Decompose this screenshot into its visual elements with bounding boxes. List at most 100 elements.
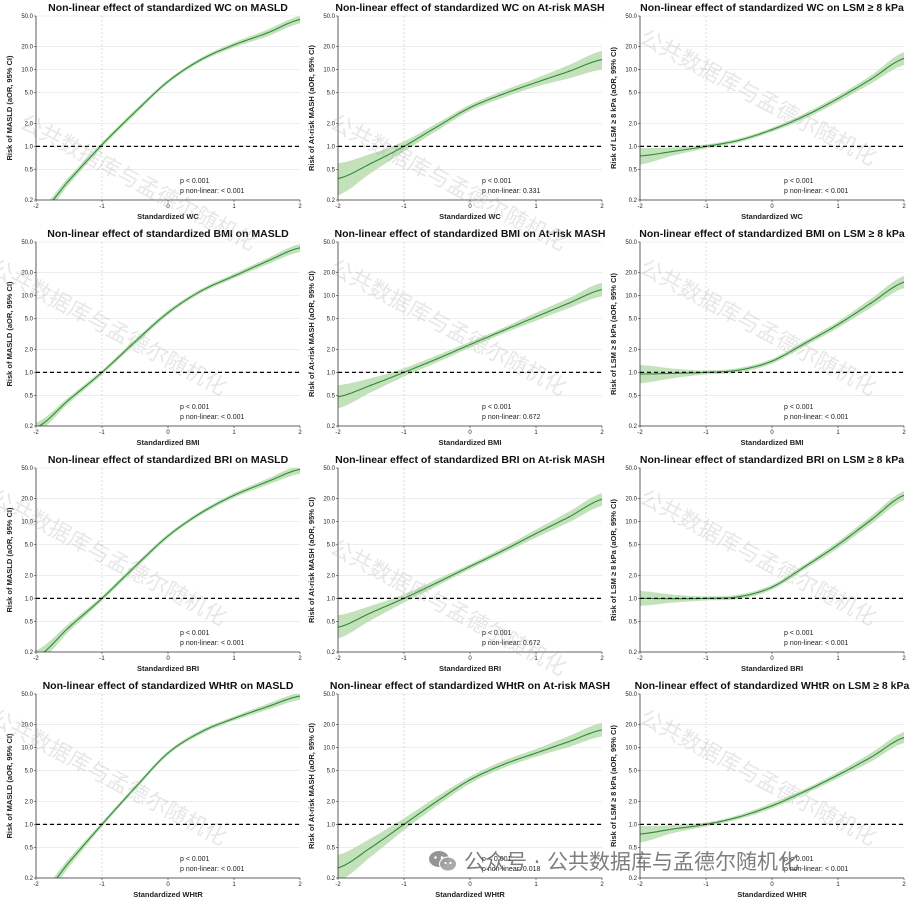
data-point [266,481,268,483]
data-point [535,81,537,84]
chart-panel: 0.2 0.5 1.0 2.0 5.0 10.0 20.0 50.0 -2 -1 0 1 2 Non-li… [302,452,606,677]
p-nonlinear-label: p non-linear: < 0.001 [784,866,849,873]
y-tick-label: 2.0 [629,121,638,127]
x-tick-label: -1 [401,430,407,436]
y-tick-label: 1.0 [629,822,638,828]
y-tick-label: 10.0 [323,294,335,300]
y-tick-label: 20.0 [625,271,637,277]
y-tick-label: 5.0 [327,769,336,775]
x-tick-label: 2 [600,430,604,436]
chart-title: Non-linear effect of standardized BRI on… [640,454,904,466]
chart-svg: 0.2 0.5 1.0 2.0 5.0 10.0 20.0 50.0 -2 -1 0 1 2 Non-li… [307,680,610,899]
y-tick-label: 2.0 [629,573,638,579]
data-point [266,32,268,34]
chart-svg: 0.2 0.5 1.0 2.0 5.0 10.0 20.0 50.0 -2 -1 0 1 2 Non-li… [5,680,302,899]
p-overall-label: p < 0.001 [180,178,209,185]
p-overall-label: p < 0.001 [180,404,209,411]
data-point [535,752,537,754]
y-tick-label: 50.0 [625,692,637,698]
y-tick-label: 1.0 [629,370,638,376]
data-point [601,59,602,61]
y-axis-label: Risk of MASLD (aOR, 95% CI) [5,507,14,613]
data-point [837,97,839,100]
y-axis-label: Risk of MASLD (aOR, 95% CI) [5,733,14,839]
y-tick-label: 0.5 [25,619,34,625]
x-tick-label: 1 [232,656,236,662]
y-tick-label: 0.2 [25,650,34,656]
confidence-band [49,16,300,200]
y-tick-label: 5.0 [327,317,336,323]
data-point [436,582,438,584]
p-overall-label: p < 0.001 [180,630,209,637]
chart-title: Non-linear effect of standardized BMI on… [47,228,289,240]
x-tick-label: 0 [166,656,170,662]
p-overall-label: p < 0.001 [482,178,511,185]
data-point [167,312,169,314]
data-point [804,342,806,344]
data-point [771,805,773,807]
data-point [837,544,839,546]
spline-line [52,18,300,200]
x-tick-label: -2 [637,204,643,210]
data-point [601,498,602,500]
y-tick-label: 50.0 [625,240,637,246]
y-tick-label: 50.0 [323,466,335,472]
y-tick-label: 0.2 [629,424,638,430]
data-point [68,861,70,863]
y-tick-label: 50.0 [323,14,335,20]
y-axis-label: Risk of LSM ≥ 8 kPa (aOR, 95% CI) [609,498,618,621]
data-point [167,752,169,754]
x-tick-label: -1 [703,430,709,436]
data-point [299,695,300,697]
y-tick-label: 20.0 [323,497,335,503]
x-axis-label: Standardized WHtR [435,890,505,899]
y-tick-label: 1.0 [25,370,34,376]
data-point [771,360,773,362]
y-tick-label: 5.0 [629,317,638,323]
p-nonlinear-label: p non-linear: 0.018 [482,866,540,873]
p-nonlinear-label: p non-linear: < 0.001 [180,640,245,647]
x-tick-label: -2 [33,656,39,662]
data-point [68,399,70,401]
data-point [68,179,70,182]
p-overall-label: p < 0.001 [784,178,813,185]
p-overall-label: p < 0.001 [482,630,511,637]
data-point [804,790,806,792]
data-point [266,260,268,262]
x-tick-label: 0 [468,882,472,888]
data-point [469,779,471,781]
chart-svg: 0.2 0.5 1.0 2.0 5.0 10.0 20.0 50.0 -2 -1 0 1 2 Non-li… [609,2,906,221]
x-tick-label: 1 [232,882,236,888]
y-tick-label: 0.2 [25,424,34,430]
y-tick-label: 1.0 [327,144,336,150]
x-tick-label: 1 [534,430,538,436]
p-overall-label: p < 0.001 [482,856,511,863]
confidence-band [640,52,904,165]
y-tick-label: 2.0 [327,347,336,353]
y-tick-label: 0.5 [327,619,336,625]
x-tick-label: -1 [401,656,407,662]
y-tick-label: 5.0 [327,543,336,549]
y-tick-label: 0.2 [327,198,336,204]
y-axis-label: Risk of At-risk MASH (aOR, 95% CI) [307,271,316,397]
y-tick-label: 0.2 [327,650,336,656]
x-tick-label: 2 [600,204,604,210]
x-tick-label: 1 [232,204,236,210]
p-nonlinear-label: p non-linear: 0.331 [482,188,540,195]
chart-panel: 0.2 0.5 1.0 2.0 5.0 10.0 20.0 50.0 -2 -1 0 1 2 Non-li… [604,226,908,451]
x-axis-label: Standardized BMI [439,438,502,447]
y-tick-label: 0.2 [25,876,34,882]
x-tick-label: -1 [99,882,105,888]
x-tick-label: 1 [534,882,538,888]
x-tick-label: 0 [468,430,472,436]
data-point [370,384,372,386]
y-tick-label: 5.0 [25,317,34,323]
x-axis-label: Standardized BMI [741,438,804,447]
y-tick-label: 20.0 [323,45,335,51]
data-point [535,316,537,318]
data-point [68,626,70,628]
p-nonlinear-label: p non-linear: 0.672 [482,414,540,421]
y-tick-label: 0.5 [629,393,638,399]
x-tick-label: 0 [166,882,170,888]
